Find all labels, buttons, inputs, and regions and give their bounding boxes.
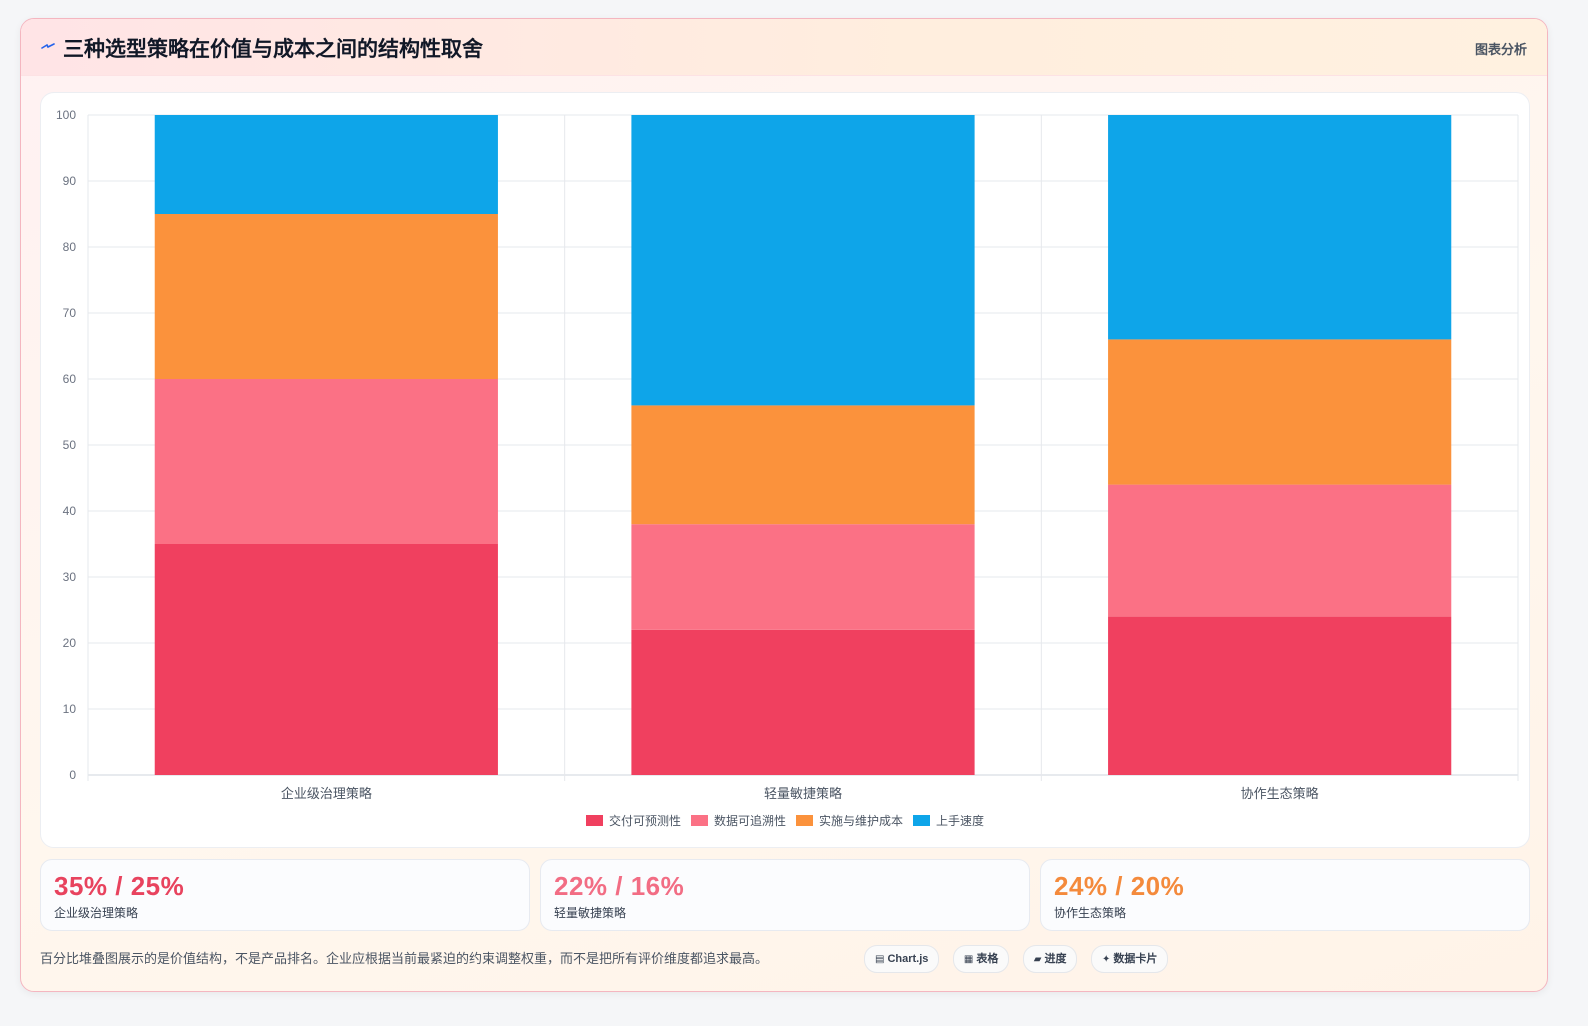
footnote: 百分比堆叠图展示的是价值结构，不是产品排名。企业应根据当前最紧迫的约束调整权重，… [40,951,769,966]
pill-label: 表格 [976,953,999,965]
chart-card: 三种选型策略在价值与成本之间的结构性取舍 图表分析 0 10 20 30 40 50 60 7… [20,18,1548,992]
bar-segment [631,115,975,406]
bar-segment [631,629,975,775]
bar-segment [154,214,498,379]
table-pill[interactable]: ▦ 表格 [952,945,1010,973]
table-icon: ▦ [963,954,974,965]
stat-card-agile: 22% / 16% 轻量敏捷策略 [540,859,1030,931]
stat-label: 协作生态策略 [1054,906,1127,920]
y-tick-label: 100 [56,108,76,122]
y-tick-label: 70 [63,306,77,320]
legend-item[interactable]: 上手速度 [913,812,984,829]
legend-label: 交付可预测性 [608,814,681,828]
chart-legend: 交付可预测性 数据可追溯性 实施与维护成本 上手速度 [41,812,1529,829]
bar-segment [631,524,975,630]
legend-label: 实施与维护成本 [819,814,904,828]
progress-icon: ▰ [1033,954,1042,965]
sparkle-icon: ✦ [1101,954,1111,965]
bar-segment [154,379,498,544]
bar-segment [154,544,498,775]
bar-segment [1108,115,1452,340]
pill-label: 数据卡片 [1113,953,1158,965]
stat-value: 24% / 20% [1054,871,1185,901]
tag-pills: ▤ Chart.js ▦ 表格 ▰ 进度 ✦ 数据卡片 [864,945,1177,973]
stat-value: 35% / 25% [54,871,185,901]
legend-item[interactable]: 数据可追溯性 [690,812,786,829]
pill-label: 进度 [1044,953,1067,965]
y-tick-label: 80 [63,240,77,254]
legend-label: 上手速度 [936,814,985,828]
bar-segment [1108,616,1452,775]
y-tick-label: 0 [69,768,76,782]
legend-swatch [585,815,603,826]
y-tick-label: 50 [63,438,77,452]
stat-card-enterprise: 35% / 25% 企业级治理策略 [40,859,530,931]
legend-swatch [690,815,708,826]
y-tick-label: 40 [63,504,77,518]
pill-label: Chart.js [887,953,929,965]
stat-label: 企业级治理策略 [54,906,139,920]
legend-label: 数据可追溯性 [713,814,786,828]
chart-icon: ▤ [875,954,885,965]
bar-segment [1108,484,1452,617]
chart-analysis-tag: 图表分析 [1474,42,1527,57]
legend-swatch [796,815,813,826]
lightning-icon [41,43,55,49]
bar-segment [1108,339,1452,485]
y-tick-label: 20 [63,636,77,650]
legend-swatch [913,815,931,826]
stat-card-ecosystem: 24% / 20% 协作生态策略 [1040,859,1530,931]
chart-panel: 0 10 20 30 40 50 60 70 80 90 100 企业级治理策略 轻量敏捷策略 协作生态策… [40,92,1530,848]
x-tick-label: 协作生态策略 [1241,786,1319,801]
stat-label: 轻量敏捷策略 [554,906,627,920]
bar-segment [154,115,498,214]
legend-item[interactable]: 交付可预测性 [585,812,681,829]
y-tick-label: 10 [63,702,77,716]
data-card-pill[interactable]: ✦ 数据卡片 [1090,945,1169,973]
page-title: 三种选型策略在价值与成本之间的结构性取舍 [63,38,483,61]
stat-value: 22% / 16% [554,871,685,901]
y-tick-label: 60 [63,372,77,386]
y-tick-label: 30 [63,570,77,584]
y-tick-label: 90 [63,174,77,188]
card-header: 三种选型策略在价值与成本之间的结构性取舍 图表分析 [21,19,1547,76]
bar-segment [631,405,975,525]
chartjs-pill[interactable]: ▤ Chart.js [864,945,940,973]
x-tick-label: 企业级治理策略 [281,786,372,801]
progress-pill[interactable]: ▰ 进度 [1022,945,1078,973]
legend-item[interactable]: 实施与维护成本 [796,812,903,829]
x-tick-label: 轻量敏捷策略 [764,786,842,801]
stacked-bar-chart: 0 10 20 30 40 50 60 70 80 90 100 企业级治理策略 轻量敏捷策略 协作生态策… [56,108,1519,801]
